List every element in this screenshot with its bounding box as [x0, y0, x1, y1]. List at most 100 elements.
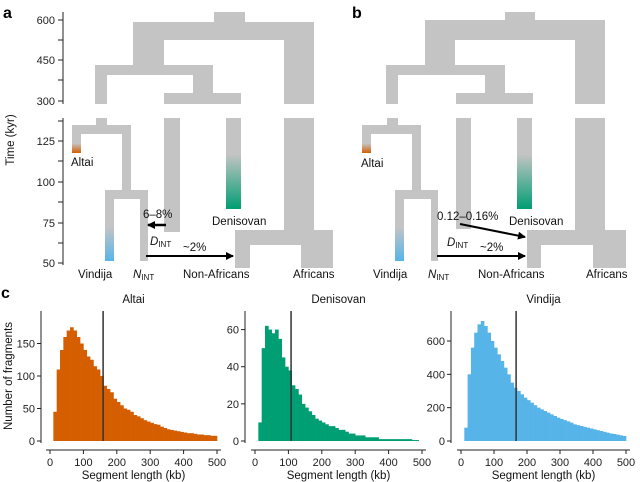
x-tick-label: 500 [208, 457, 226, 469]
x-tick-label: 300 [551, 457, 569, 469]
tree-branch [527, 245, 541, 268]
y-tick-label: 400 [427, 369, 445, 381]
tree-branch [527, 230, 626, 245]
histogram-bar [398, 439, 403, 441]
histogram-bar [291, 385, 296, 441]
x-tick-label: 400 [379, 457, 397, 469]
histogram-bar [265, 325, 269, 441]
tree-branch [412, 134, 421, 190]
histogram-bar [381, 439, 386, 441]
histogram-bar [583, 426, 587, 441]
x-tick-label: 300 [141, 457, 159, 469]
histogram-bar [328, 426, 333, 441]
histogram-bar [268, 329, 272, 441]
tree-branch [72, 134, 81, 153]
histogram-bar [385, 439, 389, 441]
histogram-bar [258, 422, 262, 441]
tree-branch [164, 118, 180, 232]
histogram-bar [311, 415, 316, 441]
tree-branch [386, 65, 505, 75]
histogram-bar [550, 414, 554, 441]
histogram-bar [281, 357, 286, 441]
histogram-bar [497, 354, 501, 441]
histogram-bar [298, 394, 303, 441]
histogram-bar [345, 431, 349, 441]
histogram-bar [411, 440, 416, 441]
histogram-bar [536, 407, 541, 441]
y-tick-label: 40 [227, 362, 239, 374]
x-tick-label: 0 [252, 457, 258, 469]
label-dint: DINT [447, 237, 468, 250]
tree-branch [122, 134, 131, 190]
histogram-bar [66, 330, 71, 441]
histogram-bar [533, 405, 538, 441]
tree-branch [105, 190, 148, 199]
x-axis-label: Segment length (kb) [82, 470, 186, 482]
histogram-bar [612, 434, 617, 441]
label-denisovan: Denisovan [509, 216, 563, 228]
population-tree-b [362, 12, 626, 268]
x-tick-label: 100 [485, 457, 503, 469]
histogram-bar [315, 418, 319, 441]
histogram-bar [80, 343, 84, 441]
histogram-bar [90, 359, 94, 441]
x-tick-label: 0 [47, 457, 53, 469]
histogram-bar [123, 408, 128, 441]
histogram-bar [576, 425, 581, 441]
histogram-bar [490, 341, 495, 441]
tree-branch [226, 118, 241, 209]
x-tick-label: 200 [108, 457, 126, 469]
tree-branch [575, 118, 605, 230]
histogram-bar [500, 361, 505, 441]
tree-branch [517, 118, 532, 209]
label-altai: Altai [71, 157, 93, 169]
histogram-bar [351, 433, 356, 441]
histogram-bar [391, 439, 396, 441]
histogram-bar [606, 432, 610, 441]
histogram-bar [474, 332, 478, 441]
histogram-bar [73, 330, 78, 441]
histogram-bar [318, 420, 323, 441]
histogram-bar [401, 439, 406, 441]
x-tick-label: 300 [346, 457, 364, 469]
histogram-bar [301, 403, 306, 441]
histogram-bar [375, 437, 379, 441]
histogram-bar [170, 429, 174, 441]
tree-branch [456, 93, 533, 104]
histogram-bar [156, 424, 161, 441]
tree-branch [133, 22, 314, 40]
histogram-bar [60, 350, 64, 441]
tree-branch [133, 40, 164, 65]
histogram-bar [271, 333, 276, 441]
histogram-bar [530, 402, 534, 441]
histogram-bar [596, 430, 600, 441]
histogram-bar [133, 415, 138, 441]
histogram-bar [467, 374, 472, 441]
y-tick: 600 [37, 15, 55, 27]
histogram-bar [487, 332, 491, 441]
label-dint: DINT [150, 236, 171, 249]
histogram-bar [569, 422, 574, 441]
tree-branch [362, 134, 371, 153]
population-tree-a [72, 12, 333, 268]
histogram-bar [140, 418, 144, 441]
tree-branch [95, 75, 107, 104]
histogram-bar [395, 439, 399, 441]
tree-branch [362, 125, 421, 134]
label-non-africans: Non-Africans [183, 269, 250, 281]
y-tick-label: 20 [227, 399, 239, 411]
label-africans: Africans [586, 269, 628, 281]
tree-branch [193, 75, 213, 93]
histogram-title: Altai [122, 294, 144, 306]
histogram-bar [173, 430, 178, 441]
histogram-bar [63, 337, 67, 441]
label-altai: Altai [361, 158, 383, 170]
histogram-bar [113, 398, 118, 441]
histogram-title: Vindija [526, 294, 561, 306]
tree-branch [284, 40, 314, 104]
time-axis [58, 12, 64, 265]
histogram-bar [579, 426, 584, 441]
tree-branch [431, 199, 438, 261]
